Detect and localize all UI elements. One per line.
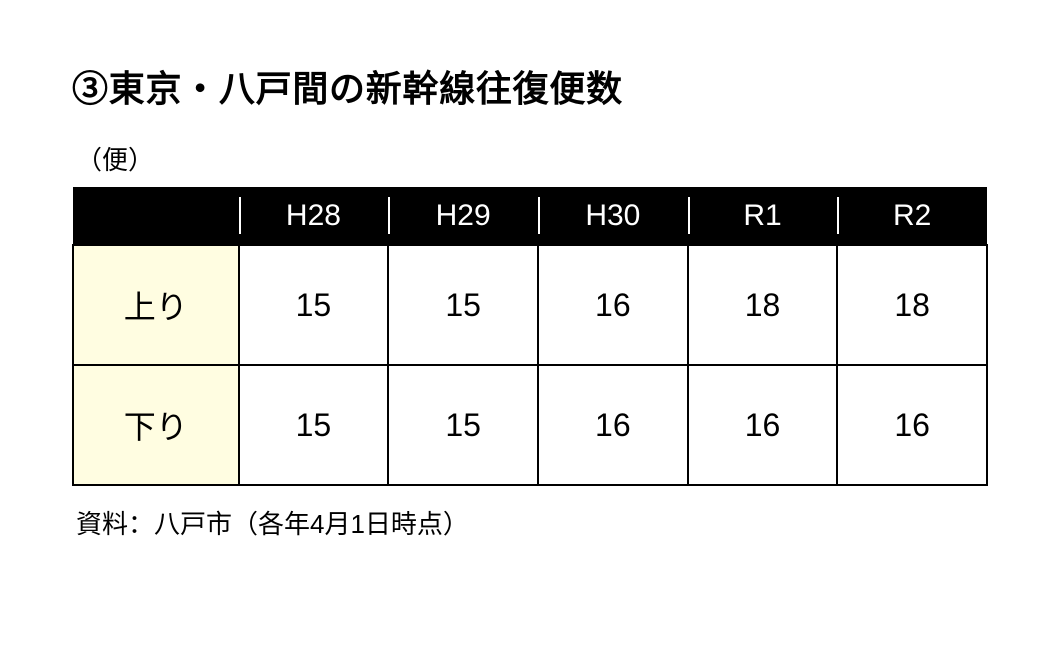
table-cell: 18 (688, 245, 838, 365)
table-header-row: H28 H29 H30 R1 R2 (73, 187, 987, 245)
table-cell: 16 (538, 245, 688, 365)
table-cell: 15 (388, 245, 538, 365)
table-cell: 15 (239, 365, 389, 485)
table-cell: 16 (688, 365, 838, 485)
source-note: 資料：八戸市（各年4月1日時点） (76, 504, 990, 541)
header-col: H28 (239, 187, 389, 245)
table-cell: 15 (388, 365, 538, 485)
header-col: H30 (538, 187, 688, 245)
page-title: ③東京・八戸間の新幹線往復便数 (72, 60, 990, 112)
table-cell: 18 (837, 245, 987, 365)
table-cell: 16 (837, 365, 987, 485)
table-cell: 15 (239, 245, 389, 365)
unit-label: （便） (76, 140, 990, 177)
header-col: R2 (837, 187, 987, 245)
table-row: 上り 15 15 16 18 18 (73, 245, 987, 365)
shinkansen-table: H28 H29 H30 R1 R2 上り 15 15 16 18 18 下り 1… (72, 187, 988, 486)
header-blank (73, 187, 239, 245)
header-col: R1 (688, 187, 838, 245)
table-cell: 16 (538, 365, 688, 485)
row-label: 下り (73, 365, 239, 485)
row-label: 上り (73, 245, 239, 365)
header-col: H29 (388, 187, 538, 245)
table-row: 下り 15 15 16 16 16 (73, 365, 987, 485)
